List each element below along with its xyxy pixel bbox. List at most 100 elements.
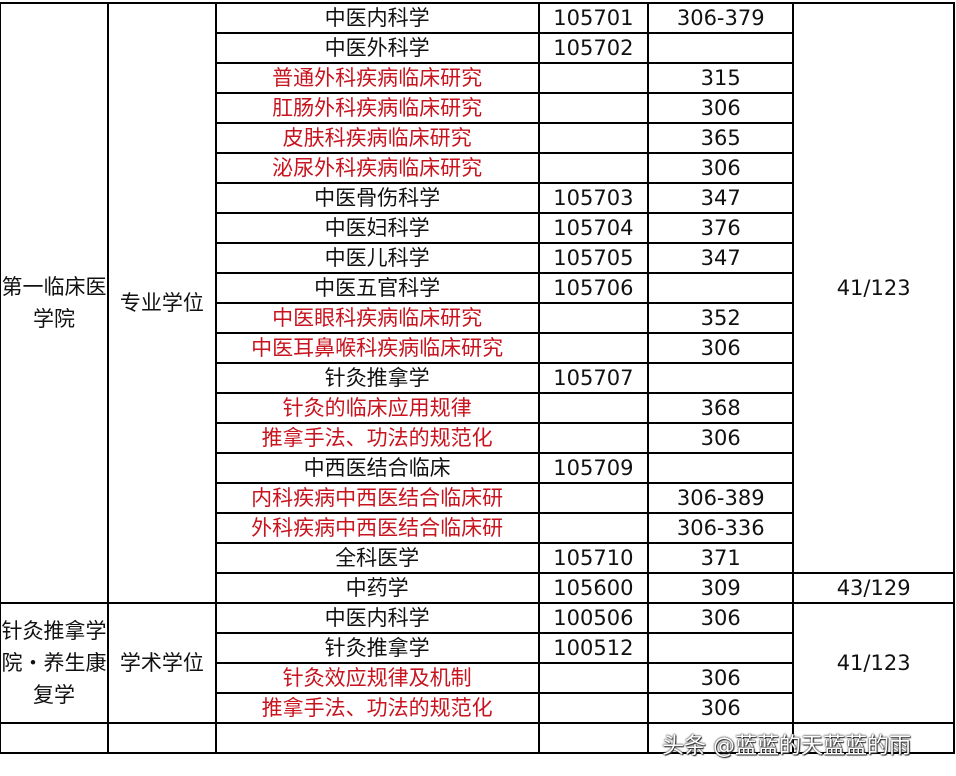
major-cell: 内科疾病中西医结合临床研	[214, 482, 540, 514]
score-cell: 306	[647, 692, 795, 724]
code-cell: 100512	[537, 632, 650, 664]
major-cell: 泌尿外科疾病临床研究	[214, 152, 540, 184]
table-row: 针灸推拿学院・养生康复学 学术学位 中医内科学 100506 306 41/123	[0, 602, 955, 724]
line-cell: 41/123	[792, 2, 955, 574]
table-row: 中西医结合临床 105709	[0, 452, 954, 484]
college-cell: 针灸推拿学院・养生康复学	[0, 602, 109, 724]
empty-cell	[647, 722, 795, 754]
score-cell: 352	[647, 302, 795, 334]
score-cell: 306	[647, 602, 795, 634]
score-cell: 306-336	[647, 512, 795, 544]
table-row: 中医五官科学 105706	[0, 272, 954, 304]
table-row: 针灸推拿学 105707	[0, 362, 954, 394]
score-cell: 306-379	[647, 2, 795, 34]
code-cell: 105702	[537, 32, 650, 64]
score-cell	[647, 452, 795, 484]
score-cell: 371	[647, 542, 795, 574]
major-cell: 普通外科疾病临床研究	[214, 62, 540, 94]
degree-type-cell: 学术学位	[107, 602, 217, 724]
major-cell: 推拿手法、功法的规范化	[214, 422, 540, 454]
score-cell: 368	[647, 392, 795, 424]
score-cell: 306	[647, 152, 795, 184]
table-row: 普通外科疾病临床研究 315	[0, 62, 954, 94]
line-cell: 41/123	[792, 602, 955, 724]
table-row: 中药学 105600 309 43/129	[0, 572, 955, 604]
code-cell: 105600	[537, 572, 650, 604]
major-cell: 全科医学	[214, 542, 540, 574]
table-row: 肛肠外科疾病临床研究 306	[0, 92, 954, 124]
code-cell: 105709	[537, 452, 650, 484]
score-cell: 306	[647, 422, 795, 454]
table-row: 泌尿外科疾病临床研究 306	[0, 152, 954, 184]
score-cell: 306	[647, 662, 795, 694]
code-cell	[537, 332, 650, 364]
code-cell: 105707	[537, 362, 650, 394]
code-cell: 105701	[537, 2, 650, 34]
major-cell: 针灸的临床应用规律	[214, 392, 540, 424]
table-row: 中医外科学 105702	[0, 32, 954, 64]
table-row: 中医妇科学 105704 376	[0, 212, 954, 244]
major-cell: 中医耳鼻喉科疾病临床研究	[214, 332, 540, 364]
table-row: 针灸推拿学 100512	[0, 632, 954, 664]
score-cell: 347	[647, 242, 795, 274]
table-row: 中医眼科疾病临床研究 352	[0, 302, 954, 334]
code-cell: 105710	[537, 542, 650, 574]
code-cell	[537, 662, 650, 694]
major-cell: 中医五官科学	[214, 272, 540, 304]
table-row	[0, 722, 955, 754]
code-cell	[537, 422, 650, 454]
major-cell: 中医内科学	[214, 602, 540, 634]
major-cell: 针灸效应规律及机制	[214, 662, 540, 694]
table-row: 内科疾病中西医结合临床研 306-389	[0, 482, 954, 514]
table-row: 外科疾病中西医结合临床研 306-336	[0, 512, 954, 544]
code-cell: 105703	[537, 182, 650, 214]
major-cell: 中西医结合临床	[214, 452, 540, 484]
table-row: 针灸的临床应用规律 368	[0, 392, 954, 424]
major-cell: 中医眼科疾病临床研究	[214, 302, 540, 334]
code-cell	[537, 62, 650, 94]
score-cell: 306-389	[647, 482, 795, 514]
major-cell: 针灸推拿学	[214, 632, 540, 664]
major-cell: 中医外科学	[214, 32, 540, 64]
code-cell: 105706	[537, 272, 650, 304]
empty-cell	[0, 722, 109, 754]
code-cell: 105704	[537, 212, 650, 244]
code-cell	[537, 302, 650, 334]
code-cell	[537, 92, 650, 124]
major-cell: 推拿手法、功法的规范化	[214, 692, 540, 724]
empty-cell	[792, 722, 955, 754]
score-cell: 306	[647, 332, 795, 364]
empty-cell	[537, 722, 650, 754]
score-cell	[647, 32, 795, 64]
major-cell: 中医骨伤科学	[214, 182, 540, 214]
score-cell: 306	[647, 92, 795, 124]
code-cell	[537, 392, 650, 424]
score-cell	[647, 632, 795, 664]
major-cell: 中药学	[214, 572, 540, 604]
college-cell: 第一临床医学院	[0, 2, 109, 604]
table-row: 推拿手法、功法的规范化 306	[0, 422, 954, 454]
table-row: 中医儿科学 105705 347	[0, 242, 954, 274]
table-row: 全科医学 105710 371	[0, 542, 954, 574]
major-cell: 皮肤科疾病临床研究	[214, 122, 540, 154]
code-cell	[537, 512, 650, 544]
empty-cell	[214, 722, 540, 754]
major-cell: 肛肠外科疾病临床研究	[214, 92, 540, 124]
major-cell: 中医儿科学	[214, 242, 540, 274]
table-row: 中医骨伤科学 105703 347	[0, 182, 954, 214]
table-row: 推拿手法、功法的规范化 306	[0, 692, 954, 724]
watermark: 头条 @蓝蓝的天蓝蓝的雨	[662, 734, 911, 759]
score-cell: 365	[647, 122, 795, 154]
empty-cell	[107, 722, 217, 754]
major-cell: 中医内科学	[214, 2, 540, 34]
code-cell	[537, 122, 650, 154]
code-cell	[537, 692, 650, 724]
score-cell	[647, 272, 795, 304]
score-cell: 347	[647, 182, 795, 214]
major-cell: 外科疾病中西医结合临床研	[214, 512, 540, 544]
major-cell: 中医妇科学	[214, 212, 540, 244]
score-cell: 376	[647, 212, 795, 244]
score-cell	[647, 362, 795, 394]
degree-type-cell: 专业学位	[107, 2, 217, 604]
table-row: 皮肤科疾病临床研究 365	[0, 122, 954, 154]
